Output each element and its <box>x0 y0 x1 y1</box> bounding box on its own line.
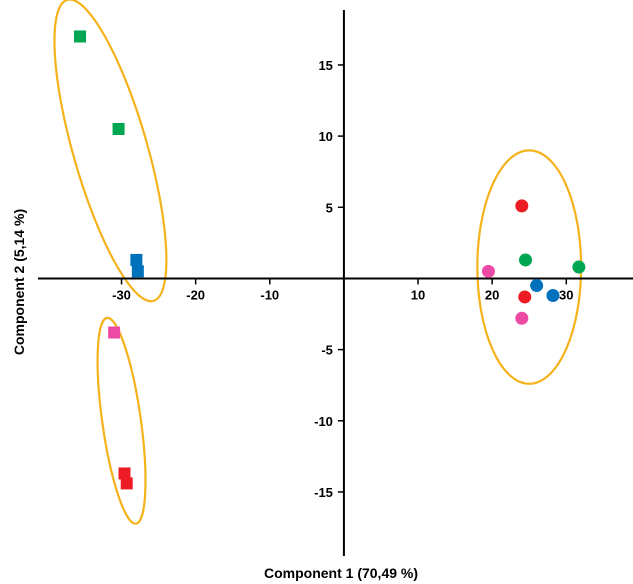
cluster-ellipse <box>53 0 168 303</box>
x-tick-label: 10 <box>411 287 425 302</box>
x-tick-label: 20 <box>485 287 499 302</box>
y-tick-label: 5 <box>326 200 333 215</box>
square-point <box>120 477 133 490</box>
circle-point <box>530 279 544 293</box>
circle-point <box>519 253 533 267</box>
y-tick-label: -10 <box>314 414 333 429</box>
circle-point <box>515 199 529 213</box>
y-axis-title: Component 2 (5,14 %) <box>11 209 27 355</box>
square-point <box>131 265 144 278</box>
x-axis-title: Component 1 (70,49 %) <box>264 565 418 581</box>
axis-ticks: -30 -20 -10 10 20 30 15 10 5 -5 -10 -15 <box>112 58 573 500</box>
circle-point <box>572 260 586 274</box>
circle-point <box>515 311 529 325</box>
y-tick-label: -15 <box>314 485 333 500</box>
y-tick-label: -5 <box>321 343 333 358</box>
y-tick-label: 10 <box>318 129 332 144</box>
circle-point <box>481 264 495 278</box>
circle-point <box>518 290 532 304</box>
x-tick-label: -10 <box>260 287 279 302</box>
square-point <box>130 253 143 266</box>
circle-point <box>546 289 560 303</box>
cluster-ellipses <box>53 0 583 525</box>
square-point <box>112 122 125 135</box>
y-tick-label: 15 <box>318 58 332 73</box>
data-points <box>74 30 586 490</box>
cluster-ellipse <box>96 316 147 525</box>
square-point <box>108 326 121 339</box>
square-point <box>74 30 87 43</box>
square-point <box>118 467 131 480</box>
x-tick-label: -30 <box>112 287 131 302</box>
x-tick-label: -20 <box>186 287 205 302</box>
x-tick-label: 30 <box>559 287 573 302</box>
